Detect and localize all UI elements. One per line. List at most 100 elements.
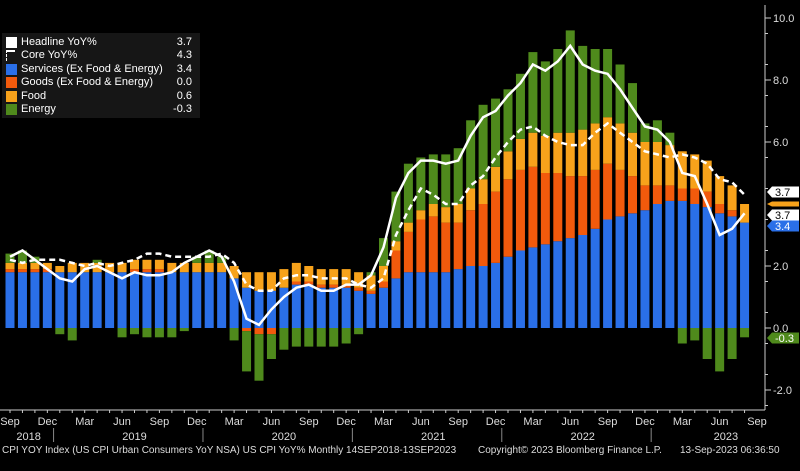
bar-food (466, 188, 476, 211)
bar-energy (503, 89, 513, 152)
bar-services (640, 210, 650, 328)
year-label: 2023 (714, 431, 738, 443)
bar-food (92, 262, 102, 273)
bar-services (55, 272, 65, 328)
bar-goods (441, 222, 451, 273)
bar-food (503, 151, 513, 180)
legend-core: Core YoY% 4.3 (6, 49, 196, 62)
bar-food (665, 145, 675, 186)
bar-goods (266, 328, 276, 335)
bar-services (316, 287, 326, 328)
badge-headline: 3.7 (767, 186, 799, 199)
bar-energy (540, 61, 550, 136)
bar-services (615, 216, 625, 328)
bar-energy (466, 120, 476, 189)
bar-services (403, 272, 413, 328)
bar-energy (565, 30, 575, 133)
bar-food (117, 262, 127, 273)
year-label: 2022 (570, 431, 594, 443)
bar-energy (92, 259, 102, 263)
bar-services (291, 284, 301, 328)
bar-food (702, 160, 712, 192)
y-tick-label: 8.0 (773, 75, 788, 87)
bar-energy (341, 328, 351, 344)
bar-services (42, 272, 52, 328)
bar-goods (242, 328, 252, 332)
bar-energy (740, 328, 750, 338)
bar-energy (491, 98, 501, 167)
bar-energy (5, 253, 15, 263)
bar-goods (17, 269, 27, 273)
bar-services (329, 287, 339, 328)
bar-services (130, 272, 139, 328)
bar-services (652, 204, 662, 328)
bar-goods (142, 269, 152, 273)
x-tick-label: Jun (113, 416, 131, 428)
bar-energy (677, 328, 687, 344)
bar-energy (279, 328, 289, 350)
bar-goods (702, 191, 712, 208)
bar-food (565, 132, 575, 177)
bar-energy (403, 163, 413, 223)
bar-energy (578, 45, 588, 130)
bar-services (341, 287, 351, 328)
bar-food (578, 129, 588, 177)
x-tick-label: Dec (187, 416, 207, 428)
bar-energy (665, 132, 675, 146)
bar-energy (615, 64, 625, 124)
x-tick-label: Dec (336, 416, 356, 428)
bar-food (192, 262, 202, 273)
bar-food (204, 262, 214, 273)
bar-goods (366, 290, 376, 294)
bar-services (30, 272, 40, 328)
bar-services (515, 250, 525, 328)
bar-goods (640, 185, 650, 211)
bar-food (254, 272, 264, 291)
bar-goods (690, 188, 700, 204)
bar-services (154, 272, 164, 328)
bar-goods (590, 169, 600, 229)
bar-goods (154, 269, 164, 273)
bar-food (590, 123, 600, 170)
x-tick-label: Jun (263, 416, 281, 428)
bar-services (690, 204, 700, 328)
x-tick-label: Jun (412, 416, 430, 428)
bar-goods (553, 173, 563, 242)
bar-services (603, 219, 613, 328)
bar-food (652, 142, 662, 186)
bar-services (466, 266, 476, 328)
bar-energy (304, 328, 314, 347)
bar-food (354, 272, 364, 288)
bar-energy (192, 256, 202, 263)
x-tick-label: Mar (673, 416, 692, 428)
bar-energy (428, 154, 438, 204)
bar-services (192, 272, 202, 328)
bar-services (702, 207, 712, 328)
bar-goods (540, 173, 550, 245)
bar-food (217, 262, 227, 273)
bar-goods (652, 185, 662, 204)
bar-food (640, 142, 650, 186)
bar-food (67, 262, 77, 273)
bar-services (540, 244, 550, 328)
x-tick-label: Sep (448, 416, 468, 428)
x-tick-label: Dec (486, 416, 506, 428)
badge-shape (767, 201, 799, 207)
bar-food (17, 262, 27, 270)
badge-value: 3.7 (775, 187, 790, 199)
bar-services (229, 278, 239, 328)
bar-services (677, 200, 687, 328)
badge-value: 3.7 (775, 210, 790, 222)
legend-energy: Energy -0.3 (6, 103, 196, 116)
bar-food (316, 269, 326, 285)
x-tick-label: Dec (38, 416, 58, 428)
bar-food (167, 262, 177, 273)
bar-food (615, 123, 625, 170)
bar-energy (154, 328, 164, 338)
bar-food (379, 266, 388, 282)
bar-goods (453, 222, 463, 270)
y-tick-label: 6.0 (773, 137, 788, 149)
bar-goods (715, 204, 725, 214)
bar-goods (30, 269, 40, 273)
bar-services (665, 200, 675, 328)
